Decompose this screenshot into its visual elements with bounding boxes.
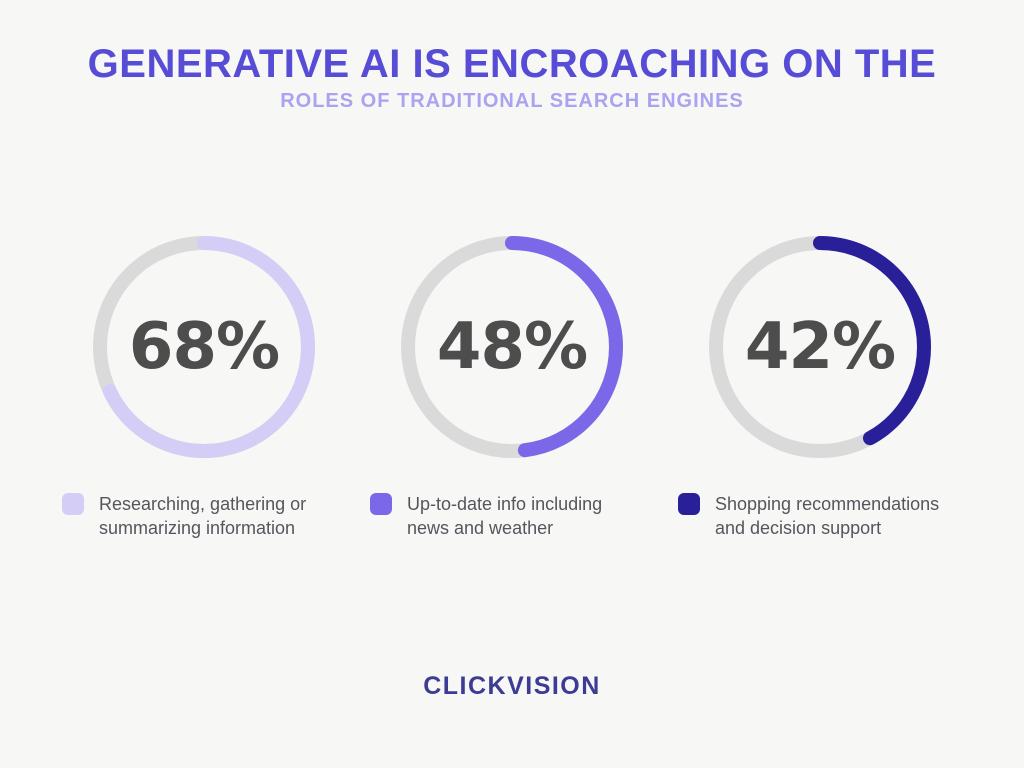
percent-value: 68% [128,310,280,384]
chart-column-up-to-date-info: 48% Up-to-date info including news and w… [358,232,666,540]
header: GENERATIVE AI IS ENCROACHING ON THE ROLE… [0,0,1024,113]
legend-label: Researching, gathering or summarizing in… [99,492,306,540]
donut-chart-shopping: 42% [705,232,935,462]
charts-row: 68% Researching, gathering or summarizin… [0,232,1024,540]
legend-label-line2: summarizing information [99,518,296,538]
legend-label-line1: Shopping recommendations [715,494,940,514]
donut-ring-svg [401,236,623,458]
donut-ring-svg [93,236,315,458]
legend-item: Researching, gathering or summarizing in… [62,492,306,540]
donut-ring-svg [709,236,931,458]
legend-label-line2: news and weather [407,518,554,538]
legend-label-line1: Researching, gathering or [99,494,307,514]
page-subtitle: ROLES OF TRADITIONAL SEARCH ENGINES [280,90,744,112]
donut-arc [401,236,623,458]
legend-label-line1: Up-to-date info including [407,494,603,514]
donut-arc [93,236,315,458]
legend-swatch [678,493,700,515]
page-title: GENERATIVE AI IS ENCROACHING ON THE [87,42,937,86]
legend-swatch [62,493,84,515]
footer: CLICKVISION [0,672,1024,701]
percent-value: 48% [436,310,588,384]
legend-label: Shopping recommendations and decision su… [715,492,939,540]
legend-swatch [370,493,392,515]
legend-item: Up-to-date info including news and weath… [370,492,602,540]
brand-logo: CLICKVISION [423,672,601,700]
legend-label: Up-to-date info including news and weath… [407,492,602,540]
percent-value: 42% [744,310,896,384]
donut-arc [709,236,931,458]
legend-label-line2: and decision support [715,518,882,538]
donut-chart-researching: 68% [89,232,319,462]
legend-item: Shopping recommendations and decision su… [678,492,939,540]
chart-column-shopping: 42% Shopping recommendations and decisio… [666,232,974,540]
chart-column-researching: 68% Researching, gathering or summarizin… [50,232,358,540]
donut-chart-up-to-date-info: 48% [397,232,627,462]
